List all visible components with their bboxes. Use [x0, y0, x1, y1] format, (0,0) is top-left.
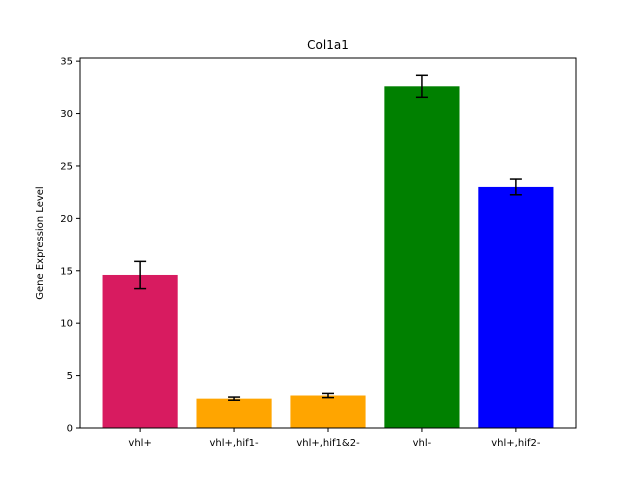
y-tick-label-7: 35: [60, 57, 73, 68]
y-tick-label-3: 15: [60, 266, 73, 277]
chart-title: Col1a1: [307, 38, 349, 52]
y-tick-label-0: 0: [67, 424, 73, 435]
bar-2: [290, 395, 366, 428]
x-tick-label-3: vhl-: [413, 438, 432, 449]
x-axis: vhl+ vhl+,hif1- vhl+,hif1&2- vhl-vhl+,hif2-: [128, 428, 541, 449]
x-tick-label-0: vhl+: [128, 438, 151, 449]
x-tick-label-1: vhl+,hif1-: [209, 438, 259, 449]
y-tick-label-5: 25: [60, 161, 73, 172]
y-axis: 0 5 10 15 20 25 30 35: [60, 57, 80, 435]
bar-4: [478, 186, 554, 428]
y-tick-label-6: 30: [60, 109, 73, 120]
y-tick-label-1: 5: [67, 371, 73, 382]
error-bars-group: [134, 74, 522, 401]
y-axis-label: Gene Expression Level: [35, 186, 46, 299]
y-tick-label-2: 10: [60, 319, 73, 330]
x-tick-label-4: vhl+,hif2-: [491, 438, 541, 449]
bar-3: [384, 86, 460, 428]
x-tick-label-2: vhl+,hif1&2-: [296, 438, 360, 449]
bar-0: [102, 274, 178, 428]
bar-1: [196, 398, 272, 428]
y-tick-label-4: 20: [60, 214, 73, 225]
bars-group: [102, 86, 554, 428]
